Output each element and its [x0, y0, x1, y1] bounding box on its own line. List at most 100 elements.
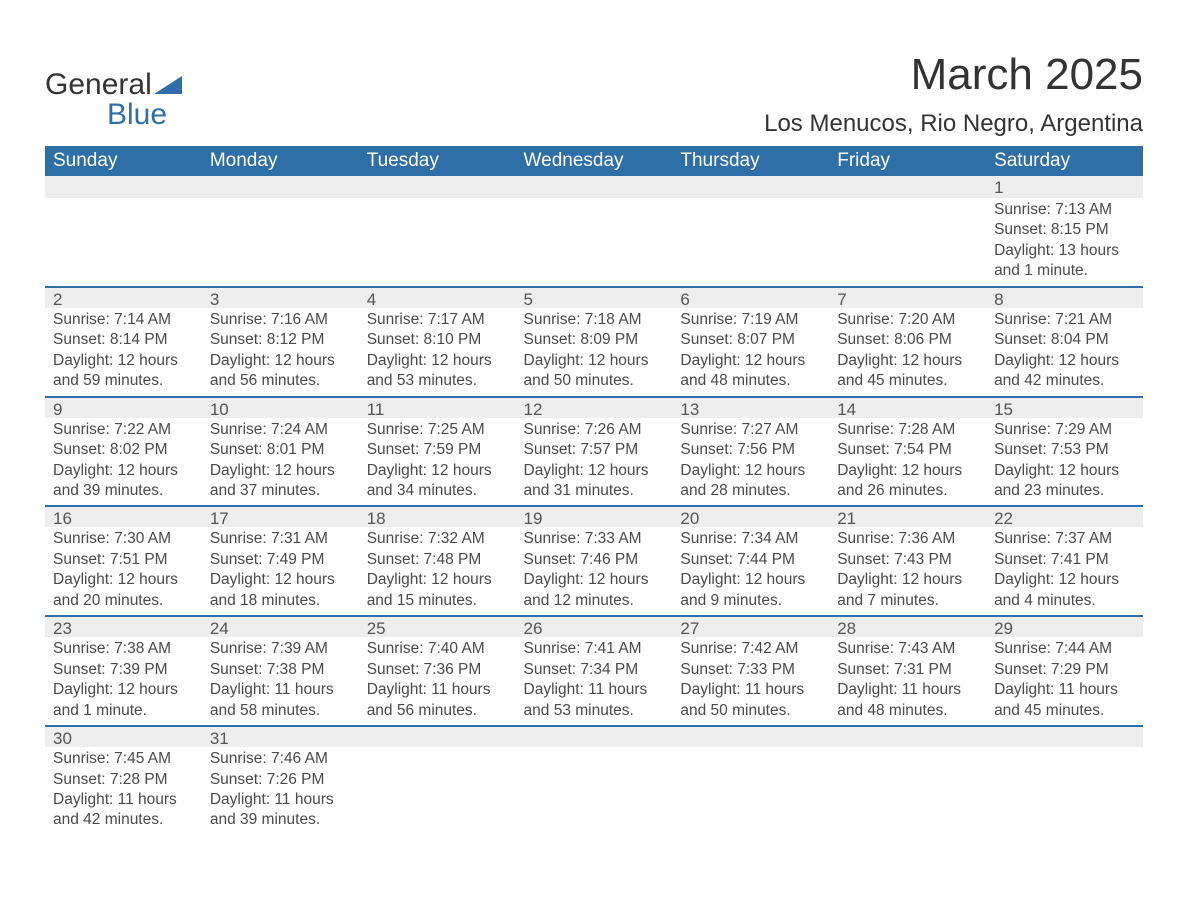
daylight-text: Daylight: 11 hours and 39 minutes.: [210, 790, 351, 831]
calendar-cell: 18Sunrise: 7:32 AMSunset: 7:48 PMDayligh…: [359, 505, 516, 615]
daylight-text: Daylight: 12 hours and 7 minutes.: [837, 570, 978, 611]
day-body: Sunrise: 7:16 AMSunset: 8:12 PMDaylight:…: [202, 308, 359, 396]
daylight-text: Daylight: 12 hours and 45 minutes.: [837, 351, 978, 392]
sunset-text: Sunset: 7:36 PM: [367, 660, 508, 680]
sunset-text: Sunset: 7:46 PM: [524, 550, 665, 570]
day-number: 10: [202, 396, 359, 418]
day-header: Tuesday: [359, 146, 516, 176]
daylight-text: Daylight: 12 hours and 59 minutes.: [53, 351, 194, 392]
day-number: [359, 725, 516, 747]
calendar-cell: 23Sunrise: 7:38 AMSunset: 7:39 PMDayligh…: [45, 615, 202, 725]
sunrise-text: Sunrise: 7:36 AM: [837, 529, 978, 549]
day-body: Sunrise: 7:34 AMSunset: 7:44 PMDaylight:…: [672, 527, 829, 615]
day-body: [45, 198, 202, 204]
sunrise-text: Sunrise: 7:38 AM: [53, 639, 194, 659]
daylight-text: Daylight: 12 hours and 34 minutes.: [367, 461, 508, 502]
daylight-text: Daylight: 12 hours and 37 minutes.: [210, 461, 351, 502]
calendar-cell: 28Sunrise: 7:43 AMSunset: 7:31 PMDayligh…: [829, 615, 986, 725]
day-body: Sunrise: 7:31 AMSunset: 7:49 PMDaylight:…: [202, 527, 359, 615]
calendar-cell: 19Sunrise: 7:33 AMSunset: 7:46 PMDayligh…: [516, 505, 673, 615]
day-number: 19: [516, 505, 673, 527]
day-number: 2: [45, 286, 202, 308]
sunset-text: Sunset: 7:39 PM: [53, 660, 194, 680]
day-number: 9: [45, 396, 202, 418]
day-number: [359, 176, 516, 198]
day-body: Sunrise: 7:21 AMSunset: 8:04 PMDaylight:…: [986, 308, 1143, 396]
sunset-text: Sunset: 8:06 PM: [837, 330, 978, 350]
sunset-text: Sunset: 7:28 PM: [53, 770, 194, 790]
day-number: [202, 176, 359, 198]
calendar-week-row: 1Sunrise: 7:13 AMSunset: 8:15 PMDaylight…: [45, 176, 1143, 286]
daylight-text: Daylight: 12 hours and 31 minutes.: [524, 461, 665, 502]
calendar-cell: 3Sunrise: 7:16 AMSunset: 8:12 PMDaylight…: [202, 286, 359, 396]
day-body: Sunrise: 7:26 AMSunset: 7:57 PMDaylight:…: [516, 418, 673, 506]
calendar-cell: 26Sunrise: 7:41 AMSunset: 7:34 PMDayligh…: [516, 615, 673, 725]
daylight-text: Daylight: 12 hours and 18 minutes.: [210, 570, 351, 611]
sunrise-text: Sunrise: 7:31 AM: [210, 529, 351, 549]
sunrise-text: Sunrise: 7:24 AM: [210, 420, 351, 440]
sunrise-text: Sunrise: 7:19 AM: [680, 310, 821, 330]
sunrise-text: Sunrise: 7:43 AM: [837, 639, 978, 659]
day-body: Sunrise: 7:22 AMSunset: 8:02 PMDaylight:…: [45, 418, 202, 506]
daylight-text: Daylight: 11 hours and 56 minutes.: [367, 680, 508, 721]
daylight-text: Daylight: 11 hours and 45 minutes.: [994, 680, 1135, 721]
day-body: Sunrise: 7:13 AMSunset: 8:15 PMDaylight:…: [986, 198, 1143, 286]
day-number: [672, 725, 829, 747]
day-number: 22: [986, 505, 1143, 527]
page-header: General Blue March 2025 Los Menucos, Rio…: [45, 50, 1143, 138]
day-body: [516, 747, 673, 753]
day-body: Sunrise: 7:29 AMSunset: 7:53 PMDaylight:…: [986, 418, 1143, 506]
day-body: [672, 198, 829, 204]
daylight-text: Daylight: 12 hours and 42 minutes.: [994, 351, 1135, 392]
daylight-text: Daylight: 12 hours and 9 minutes.: [680, 570, 821, 611]
brand-name-2: Blue: [107, 100, 167, 130]
sunrise-text: Sunrise: 7:13 AM: [994, 200, 1135, 220]
day-body: Sunrise: 7:44 AMSunset: 7:29 PMDaylight:…: [986, 637, 1143, 725]
sunrise-text: Sunrise: 7:32 AM: [367, 529, 508, 549]
daylight-text: Daylight: 12 hours and 15 minutes.: [367, 570, 508, 611]
sunset-text: Sunset: 8:04 PM: [994, 330, 1135, 350]
day-body: Sunrise: 7:38 AMSunset: 7:39 PMDaylight:…: [45, 637, 202, 725]
calendar-cell: [829, 725, 986, 835]
daylight-text: Daylight: 12 hours and 1 minute.: [53, 680, 194, 721]
day-body: [986, 747, 1143, 753]
day-number: [45, 176, 202, 198]
calendar-cell: [516, 725, 673, 835]
day-body: Sunrise: 7:41 AMSunset: 7:34 PMDaylight:…: [516, 637, 673, 725]
calendar-cell: 8Sunrise: 7:21 AMSunset: 8:04 PMDaylight…: [986, 286, 1143, 396]
day-body: Sunrise: 7:24 AMSunset: 8:01 PMDaylight:…: [202, 418, 359, 506]
day-body: [359, 198, 516, 204]
daylight-text: Daylight: 12 hours and 4 minutes.: [994, 570, 1135, 611]
calendar-cell: 21Sunrise: 7:36 AMSunset: 7:43 PMDayligh…: [829, 505, 986, 615]
calendar-cell: [359, 725, 516, 835]
sunset-text: Sunset: 7:49 PM: [210, 550, 351, 570]
day-number: [986, 725, 1143, 747]
calendar-cell: 31Sunrise: 7:46 AMSunset: 7:26 PMDayligh…: [202, 725, 359, 835]
calendar-cell: 17Sunrise: 7:31 AMSunset: 7:49 PMDayligh…: [202, 505, 359, 615]
calendar-week-row: 23Sunrise: 7:38 AMSunset: 7:39 PMDayligh…: [45, 615, 1143, 725]
calendar-cell: 11Sunrise: 7:25 AMSunset: 7:59 PMDayligh…: [359, 396, 516, 506]
sunset-text: Sunset: 7:41 PM: [994, 550, 1135, 570]
day-number: 17: [202, 505, 359, 527]
day-header: Friday: [829, 146, 986, 176]
sunrise-text: Sunrise: 7:22 AM: [53, 420, 194, 440]
day-number: 20: [672, 505, 829, 527]
day-body: [359, 747, 516, 753]
calendar-cell: [986, 725, 1143, 835]
sunset-text: Sunset: 7:31 PM: [837, 660, 978, 680]
day-body: Sunrise: 7:25 AMSunset: 7:59 PMDaylight:…: [359, 418, 516, 506]
calendar-cell: 22Sunrise: 7:37 AMSunset: 7:41 PMDayligh…: [986, 505, 1143, 615]
sunrise-text: Sunrise: 7:28 AM: [837, 420, 978, 440]
calendar-cell: 20Sunrise: 7:34 AMSunset: 7:44 PMDayligh…: [672, 505, 829, 615]
day-number: 6: [672, 286, 829, 308]
day-body: Sunrise: 7:39 AMSunset: 7:38 PMDaylight:…: [202, 637, 359, 725]
daylight-text: Daylight: 12 hours and 20 minutes.: [53, 570, 194, 611]
day-number: 16: [45, 505, 202, 527]
day-number: 8: [986, 286, 1143, 308]
sunset-text: Sunset: 7:38 PM: [210, 660, 351, 680]
calendar-cell: 14Sunrise: 7:28 AMSunset: 7:54 PMDayligh…: [829, 396, 986, 506]
sunset-text: Sunset: 7:54 PM: [837, 440, 978, 460]
daylight-text: Daylight: 12 hours and 56 minutes.: [210, 351, 351, 392]
daylight-text: Daylight: 12 hours and 50 minutes.: [524, 351, 665, 392]
day-number: 1: [986, 176, 1143, 198]
